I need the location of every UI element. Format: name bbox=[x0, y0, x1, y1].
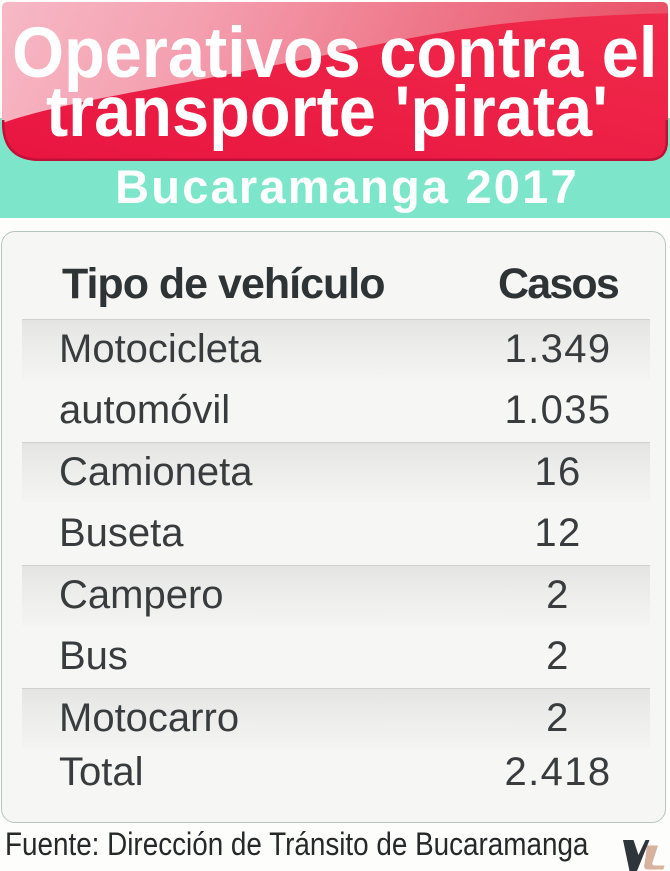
table-row: Bus 2 bbox=[22, 626, 650, 688]
total-value: 2.418 bbox=[504, 750, 612, 795]
column-header-cases: Casos bbox=[497, 259, 620, 308]
row-value: 2 bbox=[546, 696, 570, 741]
table-header-row: Tipo de vehículo Casos bbox=[22, 232, 650, 319]
table-total-row: Total 2.418 bbox=[22, 749, 650, 811]
total-label: Total bbox=[59, 750, 144, 795]
row-value: 12 bbox=[534, 511, 582, 556]
row-label: Bus bbox=[59, 634, 128, 679]
data-table-card: Tipo de vehículo Casos Motocicleta 1.349… bbox=[1, 231, 666, 823]
table-row: automóvil 1.035 bbox=[22, 380, 650, 442]
table-row: Campero 2 bbox=[22, 564, 650, 626]
title-banner: Operativos contra el transporte 'pirata' bbox=[0, 0, 670, 166]
row-value: 1.349 bbox=[504, 327, 612, 372]
table-row: Motocarro 2 bbox=[22, 687, 650, 749]
row-label: Motocarro bbox=[59, 696, 240, 741]
title-line-1: Operativos contra el bbox=[12, 14, 658, 93]
table-row: Buseta 12 bbox=[22, 503, 650, 565]
table-row: Camioneta 16 bbox=[22, 441, 650, 503]
row-label: Buseta bbox=[59, 511, 184, 556]
source-credit: Fuente: Dirección de Tránsito de Bucaram… bbox=[5, 826, 589, 862]
row-value: 2 bbox=[546, 573, 570, 618]
row-value: 1.035 bbox=[504, 388, 612, 433]
column-header-vehicle-type: Tipo de vehículo bbox=[62, 259, 385, 308]
row-value: 16 bbox=[534, 450, 582, 495]
page-title: Operativos contra el transporte 'pirata' bbox=[0, 14, 662, 152]
row-label: automóvil bbox=[59, 388, 231, 433]
table-row: Motocicleta 1.349 bbox=[22, 318, 650, 380]
logo-letter-l bbox=[644, 845, 665, 870]
subtitle: Bucaramanga 2017 bbox=[115, 159, 579, 213]
title-line-2: transporte 'pirata' bbox=[45, 73, 609, 152]
banner-gloss-graphic bbox=[2, 2, 668, 161]
row-label: Camioneta bbox=[59, 450, 253, 495]
row-value: 2 bbox=[546, 634, 570, 679]
row-label: Motocicleta bbox=[59, 327, 262, 372]
logo-letter-v bbox=[623, 840, 650, 871]
row-label: Campero bbox=[59, 573, 224, 618]
